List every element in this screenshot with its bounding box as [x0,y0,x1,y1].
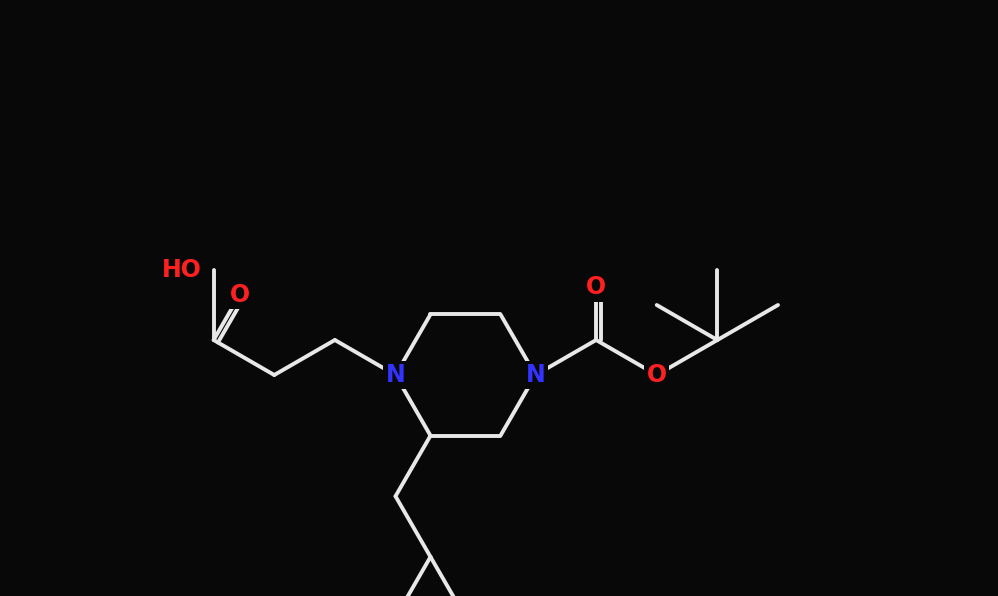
Text: HO: HO [162,258,202,282]
Text: N: N [526,363,545,387]
Text: O: O [230,283,250,306]
Text: O: O [647,363,667,387]
Text: N: N [385,363,405,387]
Text: O: O [586,275,606,300]
